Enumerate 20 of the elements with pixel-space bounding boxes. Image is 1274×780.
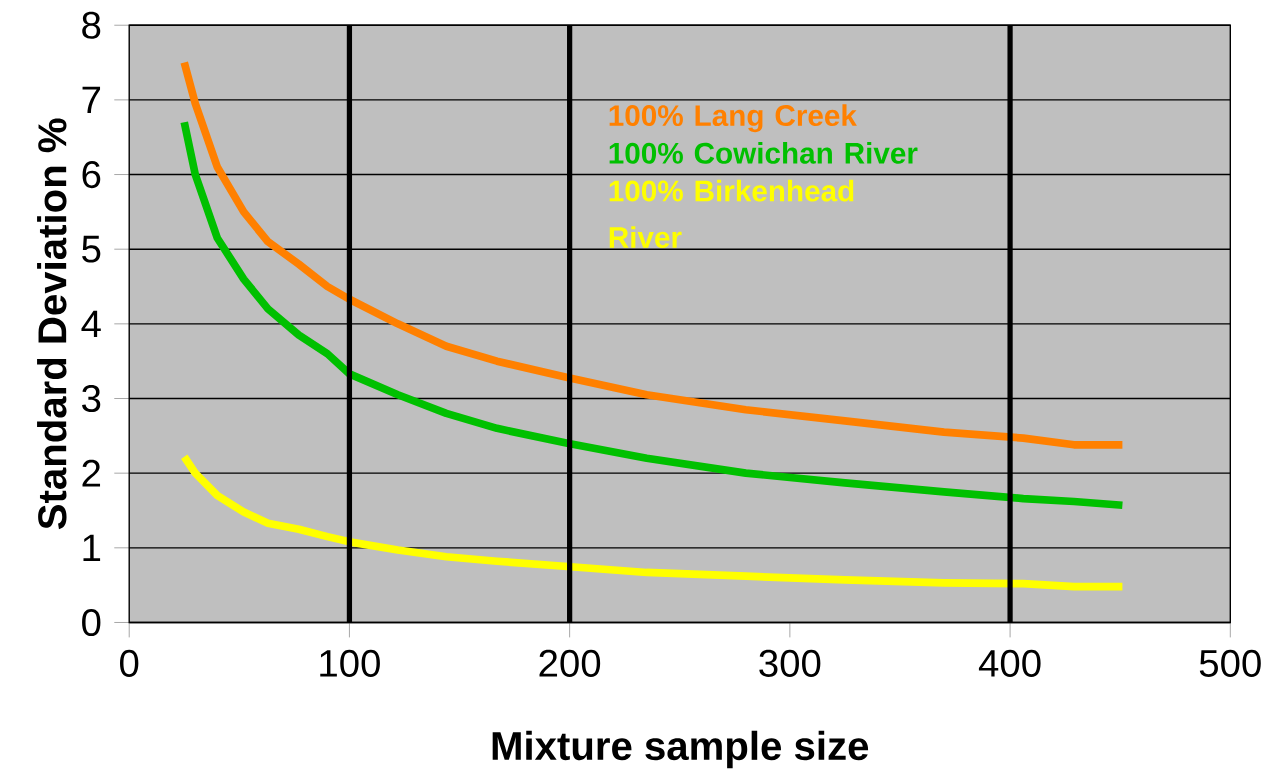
x-tick-label: 100 [320, 649, 380, 678]
y-tick-label: 2 [82, 459, 101, 487]
text: 100% Cowichan River [609, 142, 918, 164]
y-tick-label: 3 [82, 385, 101, 413]
text: 100% Birkenhead River [609, 179, 854, 249]
x-tick-label: 400 [978, 649, 1041, 678]
y-tick-label: 7 [82, 86, 101, 114]
x-tick-label: 300 [759, 649, 821, 678]
y-tick-label: 8 [82, 11, 101, 39]
y-tick-label: 1 [83, 534, 101, 562]
y-tick-label: 5 [82, 235, 101, 263]
y-tick-label: 6 [82, 161, 101, 189]
y-tick-label: 0 [82, 609, 101, 637]
text: 100% Lang Creek [609, 104, 857, 133]
x-axis-title: Mixture sample size [492, 730, 869, 769]
x-tick-label: 0 [120, 649, 139, 678]
y-tick-label: 4 [81, 310, 101, 338]
x-tick-label: 200 [539, 649, 601, 678]
y-axis-title: Standard Deviation % [37, 118, 67, 530]
x-tick-label: 500 [1199, 649, 1261, 678]
